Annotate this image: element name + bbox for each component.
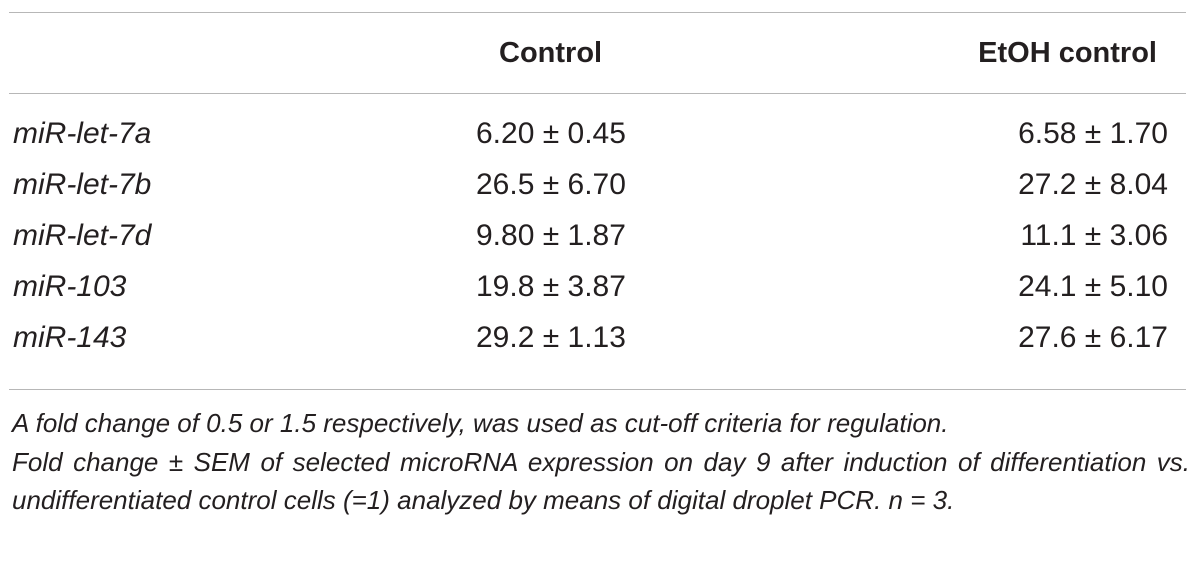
control-value: 29.2 ± 1.13 — [476, 321, 626, 354]
etoh-control-value: 27.6 ± 6.17 — [1018, 321, 1168, 354]
row-label: miR-103 — [13, 270, 127, 303]
table-row: miR-let-7b 26.5 ± 6.70 27.2 ± 8.04 — [0, 164, 1200, 215]
etoh-control-value: 6.58 ± 1.70 — [1018, 117, 1168, 150]
table-row: miR-143 29.2 ± 1.13 27.6 ± 6.17 — [0, 317, 1200, 368]
footnote-line-description: Fold change ± SEM of selected microRNA e… — [12, 446, 1190, 516]
footnote-line-cutoff: A fold change of 0.5 or 1.5 respectively… — [12, 408, 949, 438]
row-label: miR-143 — [13, 321, 127, 354]
column-header-etoh-control: EtOH control — [978, 37, 1157, 69]
etoh-control-value: 11.1 ± 3.06 — [1020, 219, 1168, 252]
table-body: miR-let-7a 6.20 ± 0.45 6.58 ± 1.70 miR-l… — [0, 113, 1200, 368]
column-header-control: Control — [499, 37, 603, 69]
control-value: 9.80 ± 1.87 — [476, 219, 626, 252]
row-label: miR-let-7b — [13, 168, 152, 201]
etoh-control-value: 27.2 ± 8.04 — [1018, 168, 1168, 201]
control-value: 19.8 ± 3.87 — [476, 270, 626, 303]
bottom-rule — [9, 389, 1186, 390]
table-row: miR-let-7d 9.80 ± 1.87 11.1 ± 3.06 — [0, 215, 1200, 266]
table-footnote: A fold change of 0.5 or 1.5 respectively… — [12, 404, 1190, 520]
table-row: miR-let-7a 6.20 ± 0.45 6.58 ± 1.70 — [0, 113, 1200, 164]
control-value: 26.5 ± 6.70 — [476, 168, 626, 201]
header-rule — [9, 93, 1186, 94]
row-label: miR-let-7d — [13, 219, 152, 252]
table-row: miR-103 19.8 ± 3.87 24.1 ± 5.10 — [0, 266, 1200, 317]
top-rule — [9, 12, 1186, 13]
etoh-control-value: 24.1 ± 5.10 — [1018, 270, 1168, 303]
control-value: 6.20 ± 0.45 — [476, 117, 626, 150]
row-label: miR-let-7a — [13, 117, 152, 150]
